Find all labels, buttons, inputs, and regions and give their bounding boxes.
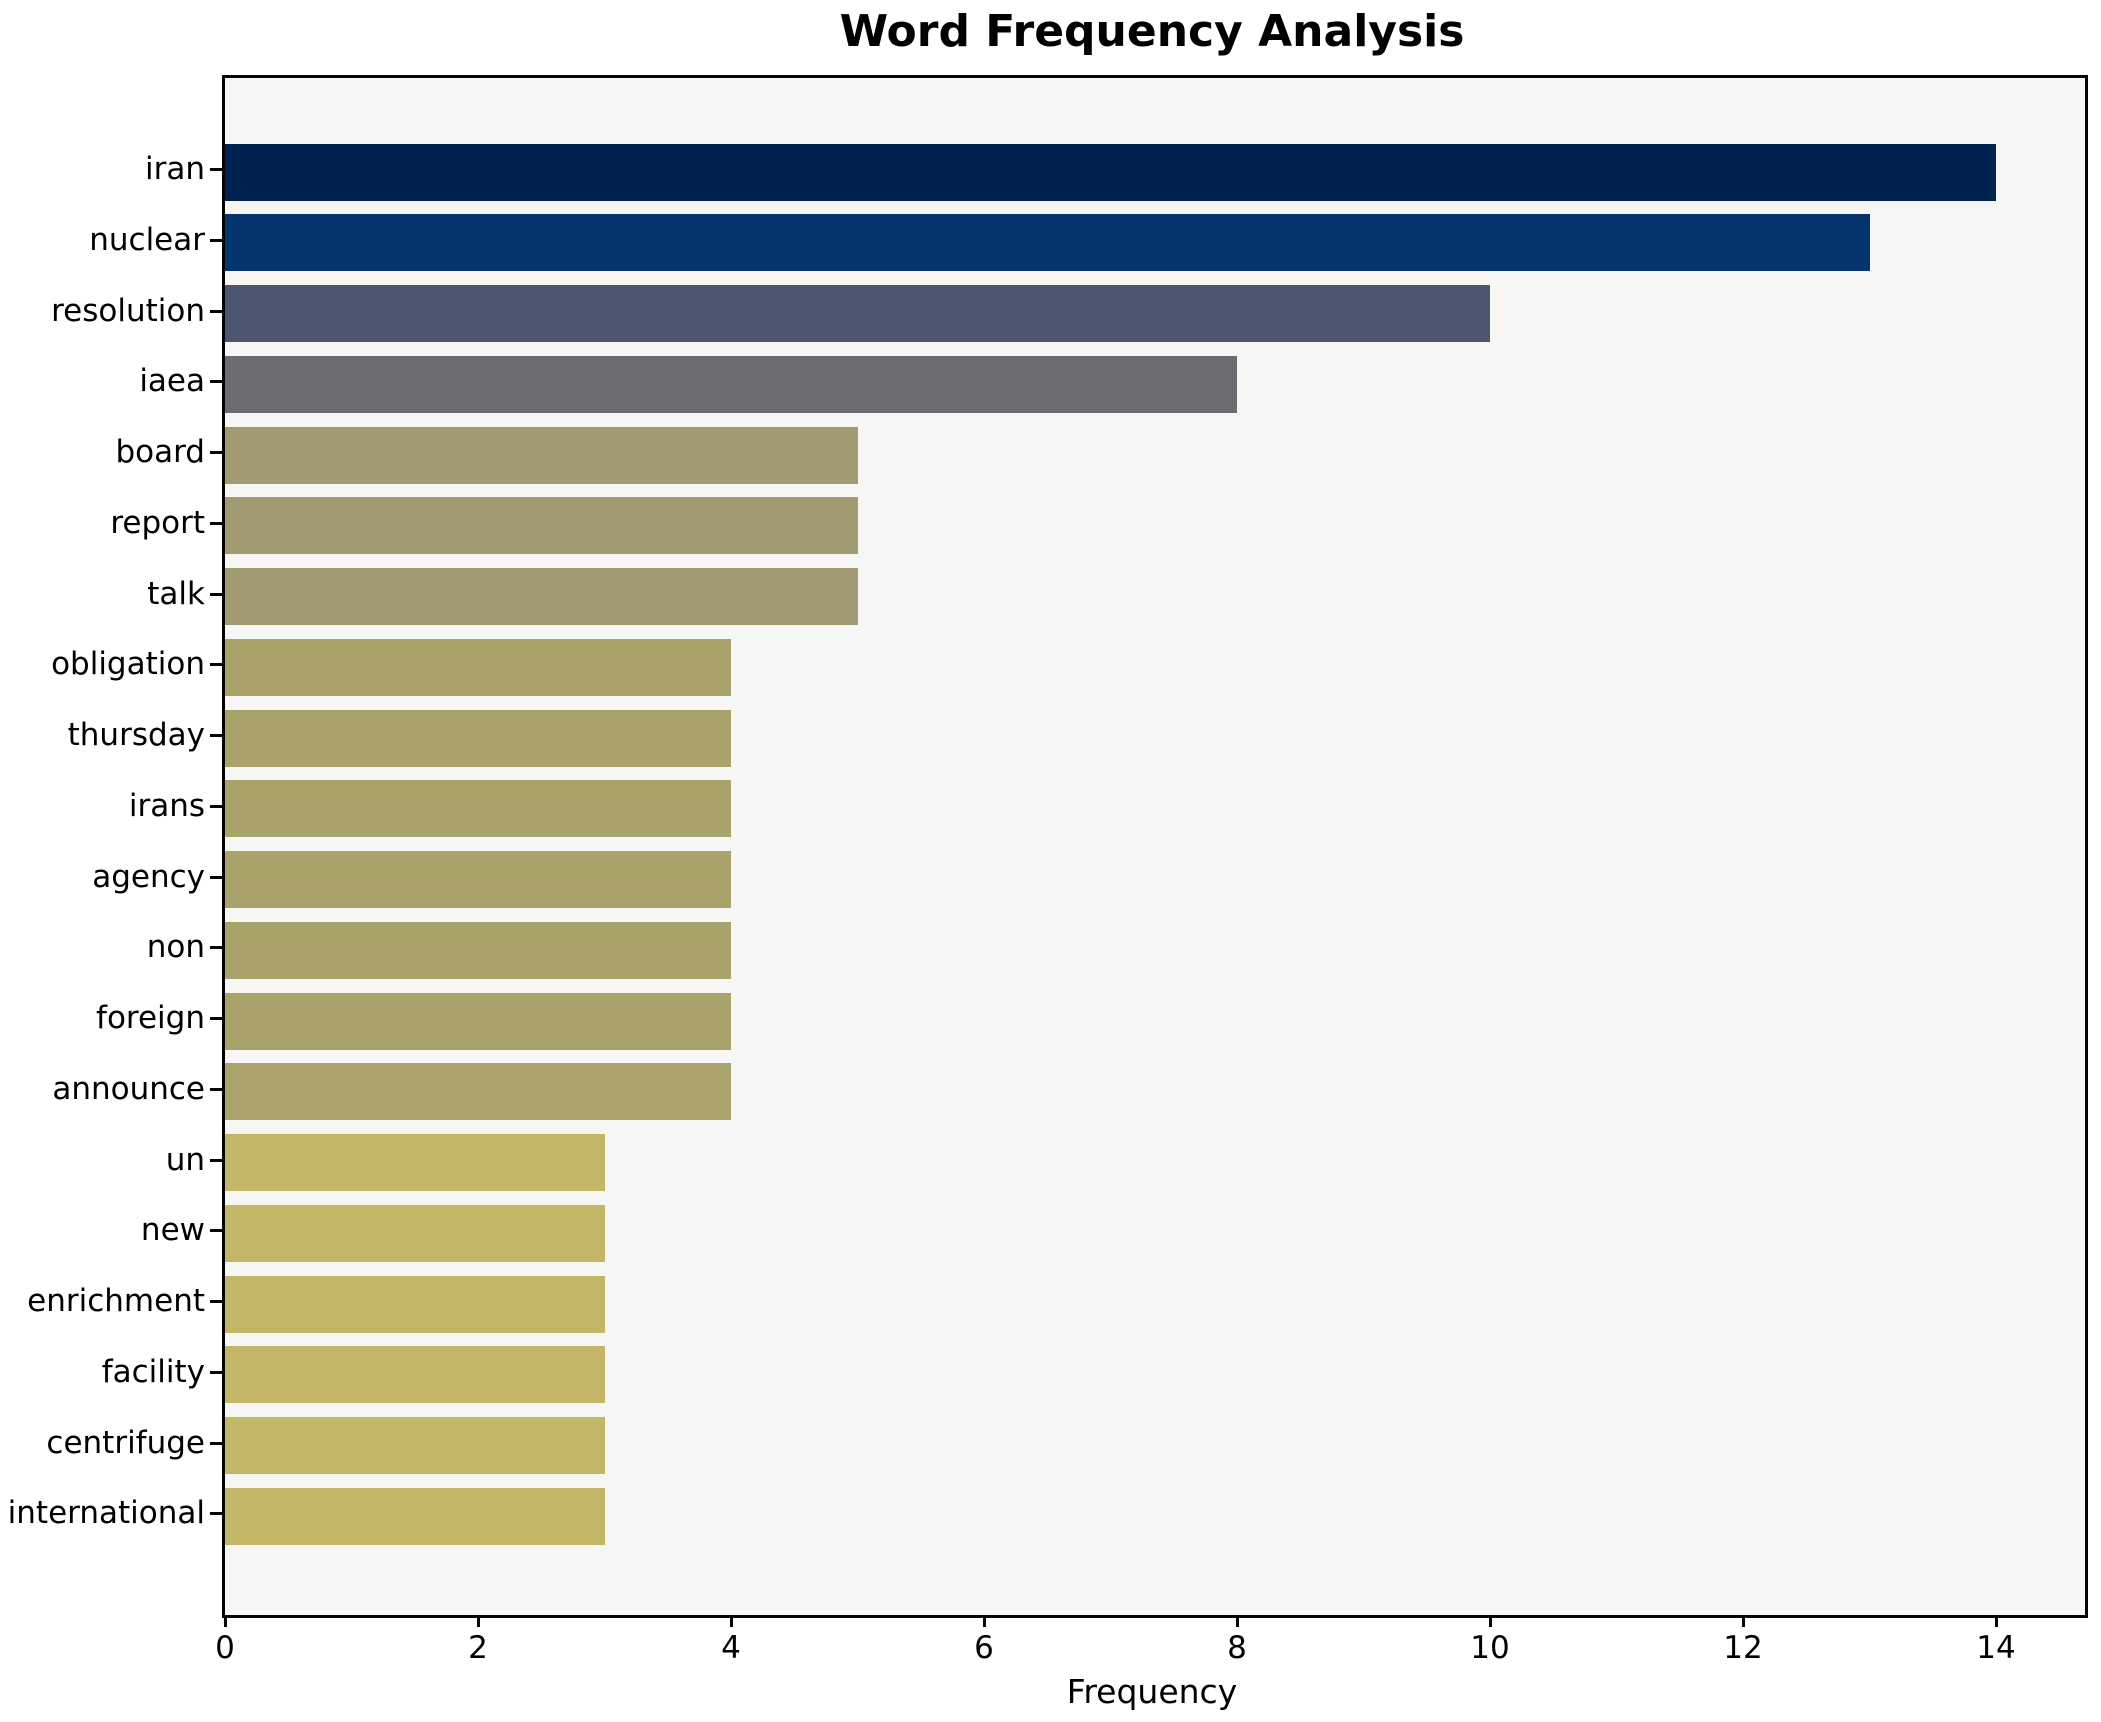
y-tick [210,593,222,596]
x-tick [224,1615,227,1627]
y-tick [210,1442,222,1445]
bar-irans [225,780,731,837]
bar-un [225,1134,605,1191]
x-tick [1742,1615,1745,1627]
y-label-iran: iran [144,151,205,187]
y-label-agency: agency [92,859,205,895]
bar-report [225,497,858,554]
y-tick [210,1371,222,1374]
bar-facility [225,1346,605,1403]
y-tick [210,734,222,737]
y-label-un: un [165,1142,205,1178]
y-tick [210,1088,222,1091]
y-tick [210,1300,222,1303]
bar-enrichment [225,1276,605,1333]
y-tick [210,1017,222,1020]
y-tick [210,380,222,383]
x-axis-label: Frequency [1066,1672,1238,1711]
bar-talk [225,568,858,625]
y-tick [210,168,222,171]
x-tick-label: 0 [215,1630,235,1666]
bar-board [225,427,858,484]
y-label-obligation: obligation [51,646,205,682]
y-tick [210,1229,222,1232]
x-tick [983,1615,986,1627]
bar-nuclear [225,214,1870,271]
bar-centrifuge [225,1417,605,1474]
y-tick [210,1512,222,1515]
bar-non [225,922,731,979]
y-label-enrichment: enrichment [27,1283,205,1319]
y-label-international: international [7,1495,205,1531]
bar-international [225,1488,605,1545]
x-tick-label: 4 [721,1630,741,1666]
y-label-foreign: foreign [96,1000,205,1036]
y-label-iaea: iaea [139,363,205,399]
y-tick [210,1159,222,1162]
bar-resolution [225,285,1490,342]
bar-thursday [225,710,731,767]
y-tick [210,310,222,313]
y-label-report: report [110,505,205,541]
x-tick-label: 2 [468,1630,488,1666]
x-tick-label: 6 [974,1630,994,1666]
bar-foreign [225,993,731,1050]
y-label-non: non [146,929,205,965]
y-tick [210,805,222,808]
bar-new [225,1205,605,1262]
y-label-board: board [115,434,205,470]
x-tick-label: 8 [1227,1630,1247,1666]
y-label-resolution: resolution [51,293,205,329]
plot-area [222,75,2088,1618]
x-tick [1236,1615,1239,1627]
bar-announce [225,1063,731,1120]
bar-iran [225,144,1996,201]
y-tick [210,451,222,454]
y-label-announce: announce [52,1071,205,1107]
y-label-new: new [140,1212,205,1248]
x-tick-label: 14 [1976,1630,2016,1666]
y-label-irans: irans [128,788,205,824]
x-tick [1995,1615,1998,1627]
x-tick-label: 10 [1470,1630,1510,1666]
x-tick [1489,1615,1492,1627]
y-tick [210,239,222,242]
y-label-facility: facility [101,1354,205,1390]
x-tick [730,1615,733,1627]
y-label-nuclear: nuclear [89,222,205,258]
y-tick [210,522,222,525]
y-tick [210,876,222,879]
y-label-talk: talk [147,576,205,612]
x-tick-label: 12 [1723,1630,1763,1666]
bar-agency [225,851,731,908]
y-label-centrifuge: centrifuge [46,1425,205,1461]
y-label-thursday: thursday [67,717,205,753]
chart-title: Word Frequency Analysis [839,6,1465,57]
bar-iaea [225,356,1237,413]
y-tick [210,946,222,949]
x-tick [477,1615,480,1627]
bar-obligation [225,639,731,696]
y-tick [210,663,222,666]
